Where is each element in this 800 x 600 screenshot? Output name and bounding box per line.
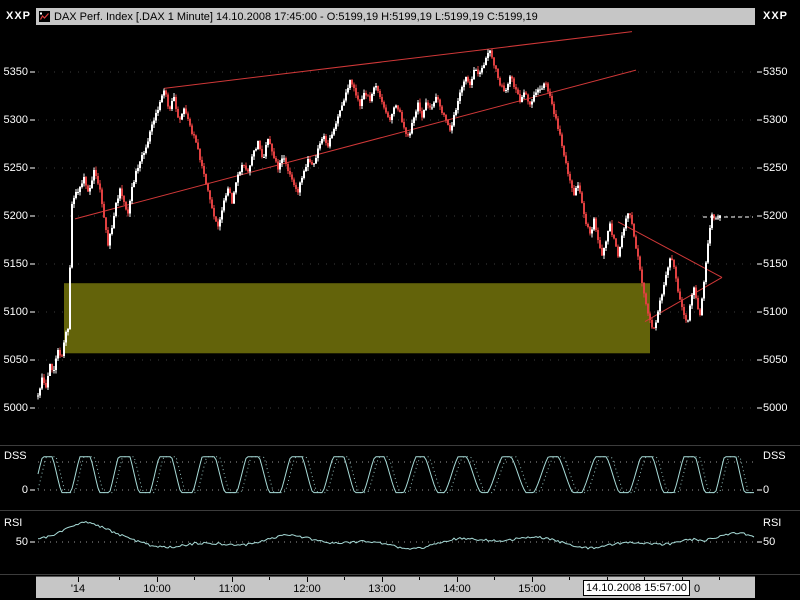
price-tick-left-5150: 5150 [3, 258, 28, 270]
time-tick-half-hour [119, 577, 120, 580]
price-tick-right-5250: 5250 [763, 162, 788, 174]
panel-separator [0, 445, 800, 446]
time-label-day: '14 [70, 583, 86, 595]
rsi-panel-label-right: RSI [763, 517, 782, 529]
time-tick-hour [307, 577, 308, 582]
corner-label-right: XXP [763, 10, 789, 22]
time-tick-half-hour [344, 577, 345, 580]
time-tick-hour [532, 577, 533, 582]
title-bar[interactable]: DAX Perf. Index [.DAX 1 Minute] 14.10.20… [36, 8, 755, 25]
time-tick-hour [157, 577, 158, 582]
time-tick-half-hour [644, 577, 645, 580]
chart-icon [39, 11, 50, 22]
time-tick-half-hour [194, 577, 195, 580]
dss-panel-label-left: DSS [4, 450, 27, 462]
time-tick-half-hour [569, 577, 570, 580]
time-tick-hour [457, 577, 458, 582]
rsi-panel-label-left: RSI [4, 517, 23, 529]
rsi-tick-left: 50 [15, 536, 28, 548]
time-label-13: 13:00 [368, 583, 396, 595]
time-tick-half-hour [494, 577, 495, 580]
time-tick-hour [382, 577, 383, 582]
price-tick-left-5050: 5050 [3, 354, 28, 366]
rsi-tick-right: 50 [763, 536, 776, 548]
cursor-timestamp: 14.10.2008 15:57:00 [583, 580, 690, 596]
time-label-12: 12:00 [293, 583, 321, 595]
price-tick-right-5350: 5350 [763, 66, 788, 78]
time-label-11: 11:00 [218, 583, 246, 595]
price-tick-left-5000: 5000 [3, 402, 28, 414]
time-tick-hour [232, 577, 233, 582]
time-tick-hour [78, 577, 79, 582]
time-axis-strip[interactable]: '14 10:00 11:00 12:00 13:00 14:00 15:00 … [36, 576, 755, 598]
dss-panel-label-right: DSS [763, 450, 786, 462]
price-tick-left-5250: 5250 [3, 162, 28, 174]
time-label-10: 10:00 [143, 583, 171, 595]
price-tick-right-5100: 5100 [763, 306, 788, 318]
time-tick-half-hour [419, 577, 420, 580]
dss-tick-right: 0 [763, 484, 770, 496]
price-tick-right-5200: 5200 [763, 210, 788, 222]
time-tick-half-hour [269, 577, 270, 580]
time-tick-half-hour [719, 577, 720, 580]
time-label-partial: 0 [694, 583, 701, 595]
corner-label-left: XXP [6, 10, 32, 22]
panel-separator [0, 574, 800, 575]
dss-tick-left: 0 [21, 484, 28, 496]
price-tick-right-5150: 5150 [763, 258, 788, 270]
window-title: DAX Perf. Index [.DAX 1 Minute] 14.10.20… [54, 10, 538, 23]
price-tick-left-5200: 5200 [3, 210, 28, 222]
price-tick-left-5100: 5100 [3, 306, 28, 318]
price-tick-left-5300: 5300 [3, 114, 28, 126]
price-tick-left-5350: 5350 [3, 66, 28, 78]
panel-separator [0, 510, 800, 511]
price-tick-right-5000: 5000 [763, 402, 788, 414]
price-tick-right-5300: 5300 [763, 114, 788, 126]
time-tick-hour [607, 577, 608, 582]
time-label-15: 15:00 [518, 583, 546, 595]
time-label-14: 14:00 [443, 583, 471, 595]
time-tick-hour [682, 577, 683, 582]
price-tick-right-5050: 5050 [763, 354, 788, 366]
